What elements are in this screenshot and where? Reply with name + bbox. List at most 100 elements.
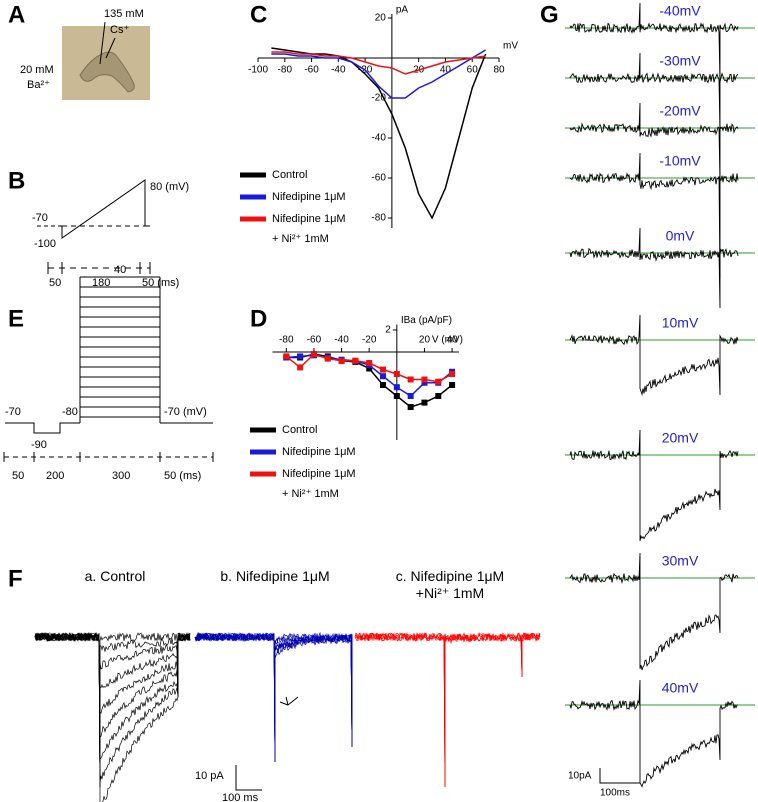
pointer — [99, 21, 106, 65]
series-line — [271, 51, 486, 75]
trace-title: b. Nifedipine 1μM — [220, 568, 330, 584]
trace-title-text: b. Nifedipine 1μM — [220, 568, 330, 584]
panel-letter: E — [8, 305, 24, 332]
x-tick-label: -40 — [331, 65, 346, 76]
current-trace — [569, 102, 739, 184]
trace-title: a. Control — [84, 568, 146, 584]
current-trace — [35, 631, 191, 802]
legend-text: Nifedipine 1μM + Ni²⁺ 1mM — [272, 213, 346, 245]
x-tick-label: -80 — [278, 65, 293, 76]
label: 20 mM — [20, 64, 54, 76]
y-tick-label: -60 — [371, 173, 386, 184]
label: 50 — [49, 277, 61, 289]
x-tick-label: -80 — [279, 335, 294, 346]
scale-label: 100 ms — [222, 792, 259, 802]
label: -70 (mV) — [164, 406, 207, 418]
data-point — [435, 378, 442, 385]
label: 300 — [112, 470, 130, 482]
label: 135 mM — [104, 8, 144, 20]
current-trace — [569, 52, 739, 134]
label: -100 — [34, 238, 56, 250]
x-tick-label: 20 — [419, 335, 431, 346]
x-tick-label: 40 — [440, 65, 452, 76]
trace-title: c. Nifedipine 1μM +Ni²⁺ 1mM — [395, 568, 505, 601]
data-point — [380, 366, 387, 373]
panel-letter: F — [8, 565, 23, 592]
data-point — [297, 364, 304, 371]
legend-text: Nifedipine 1μM — [282, 446, 356, 458]
legend-text: Control — [282, 424, 318, 436]
scale-label: 100ms — [600, 788, 630, 799]
legend-label: Control — [272, 169, 308, 181]
data-point — [421, 379, 428, 386]
label: 50 (ms) — [164, 470, 201, 482]
x-tick-label: -60 — [304, 65, 319, 76]
voltage-label: -10mV — [659, 153, 701, 169]
legend-text: Control — [272, 169, 308, 181]
voltage-label: -40mV — [659, 3, 701, 19]
label: -80 — [62, 406, 78, 418]
label: Ba²⁺ — [27, 79, 50, 91]
current-trace — [194, 632, 353, 763]
x-tick-label: -20 — [362, 335, 377, 346]
data-point — [393, 371, 400, 377]
current-trace — [34, 632, 191, 788]
current-trace — [569, 679, 739, 788]
trace-title-text: a. Control — [84, 568, 146, 584]
y-tick-label: 20 — [375, 13, 387, 24]
voltage-label: 10mV — [662, 315, 699, 331]
cell — [79, 51, 135, 93]
data-point — [338, 357, 345, 364]
data-point — [283, 353, 290, 360]
arrow — [279, 696, 299, 706]
x-tick-label: 60 — [467, 65, 479, 76]
legend-text: Nifedipine 1μM — [272, 191, 346, 203]
current-trace — [569, 429, 739, 541]
current-trace — [569, 2, 739, 84]
current-trace — [354, 632, 541, 788]
current-trace — [194, 632, 353, 763]
x-tick-label: 40 — [447, 335, 459, 346]
current-trace — [194, 631, 353, 763]
legend-label: Nifedipine 1μM + Ni²⁺ 1mM — [282, 468, 356, 500]
voltage-label: -20mV — [659, 103, 701, 119]
x-axis-label: V (mV) — [432, 335, 463, 346]
label: Cs⁺ — [110, 24, 129, 36]
panel-letter: G — [540, 1, 559, 28]
data-point — [366, 360, 373, 366]
data-point — [407, 376, 414, 383]
current-trace — [569, 152, 739, 279]
label: -90 — [31, 439, 47, 451]
data-point — [352, 357, 359, 364]
data-point — [310, 351, 317, 358]
y-tick-label: -40 — [371, 133, 386, 144]
label: -70 — [32, 212, 48, 224]
x-axis-label: mV — [503, 41, 518, 52]
data-point — [421, 376, 428, 383]
x-tick-label: -60 — [307, 335, 322, 346]
current-trace — [569, 227, 739, 309]
data-point — [393, 384, 400, 391]
panel-letter: A — [8, 1, 25, 28]
protocol — [3, 277, 214, 462]
voltage-label: 20mV — [662, 430, 699, 446]
x-tick-label: -100 — [248, 65, 268, 76]
panel-letter: C — [250, 1, 267, 28]
current-trace — [354, 631, 541, 788]
data-point — [407, 404, 414, 410]
panel-letter: D — [250, 305, 267, 332]
label: 80 (mV) — [150, 181, 189, 193]
scale-label: 10pA — [568, 771, 592, 782]
data-point — [435, 393, 442, 399]
label: 200 — [46, 470, 64, 482]
trace-title-text: c. Nifedipine 1μM +Ni²⁺ 1mM — [395, 568, 505, 601]
current-trace — [354, 632, 541, 788]
label: 180 — [92, 277, 110, 289]
current-trace — [194, 632, 353, 763]
data-point — [297, 353, 304, 360]
current-trace — [194, 631, 353, 763]
scale-bar — [235, 765, 262, 791]
scale-bar — [599, 768, 640, 784]
legend-text: Nifedipine 1μM + Ni²⁺ 1mM — [282, 468, 356, 500]
data-point — [407, 393, 414, 399]
